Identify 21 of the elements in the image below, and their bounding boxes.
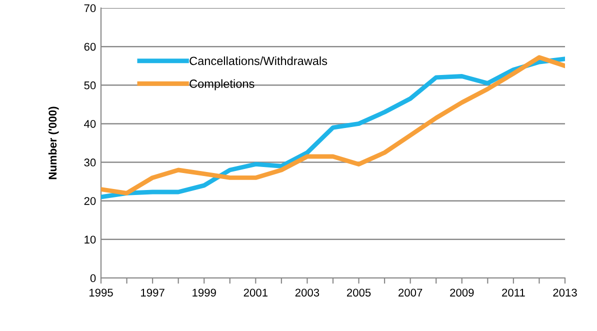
legend-label: Completions xyxy=(190,79,254,90)
y-tick-label: 40 xyxy=(84,120,96,128)
y-tick-label: 70 xyxy=(84,4,96,12)
x-tick-label: 1999 xyxy=(192,288,216,297)
x-tick-label: 2003 xyxy=(295,288,320,297)
y-axis-title: Number ('000) xyxy=(48,106,59,180)
y-tick-label: 30 xyxy=(84,158,96,166)
y-tick-label: 50 xyxy=(84,81,96,90)
x-tick-label: 2001 xyxy=(244,288,268,297)
y-tick-label: 10 xyxy=(84,236,96,244)
x-tick-label: 2007 xyxy=(398,288,422,297)
y-tick-label: 60 xyxy=(84,42,96,51)
y-tick-label: 0 xyxy=(90,274,96,282)
x-tick-label: 1997 xyxy=(141,288,164,297)
x-tick-label: 2005 xyxy=(346,288,371,297)
legend-label: Cancellations/Withdrawals xyxy=(190,56,328,66)
x-tick-label: 2011 xyxy=(502,288,525,297)
x-tick-label: 1995 xyxy=(89,288,113,297)
x-tick-label: 2013 xyxy=(553,288,577,297)
y-tick-label: 20 xyxy=(84,197,96,205)
x-tick-label: 2009 xyxy=(450,288,474,297)
